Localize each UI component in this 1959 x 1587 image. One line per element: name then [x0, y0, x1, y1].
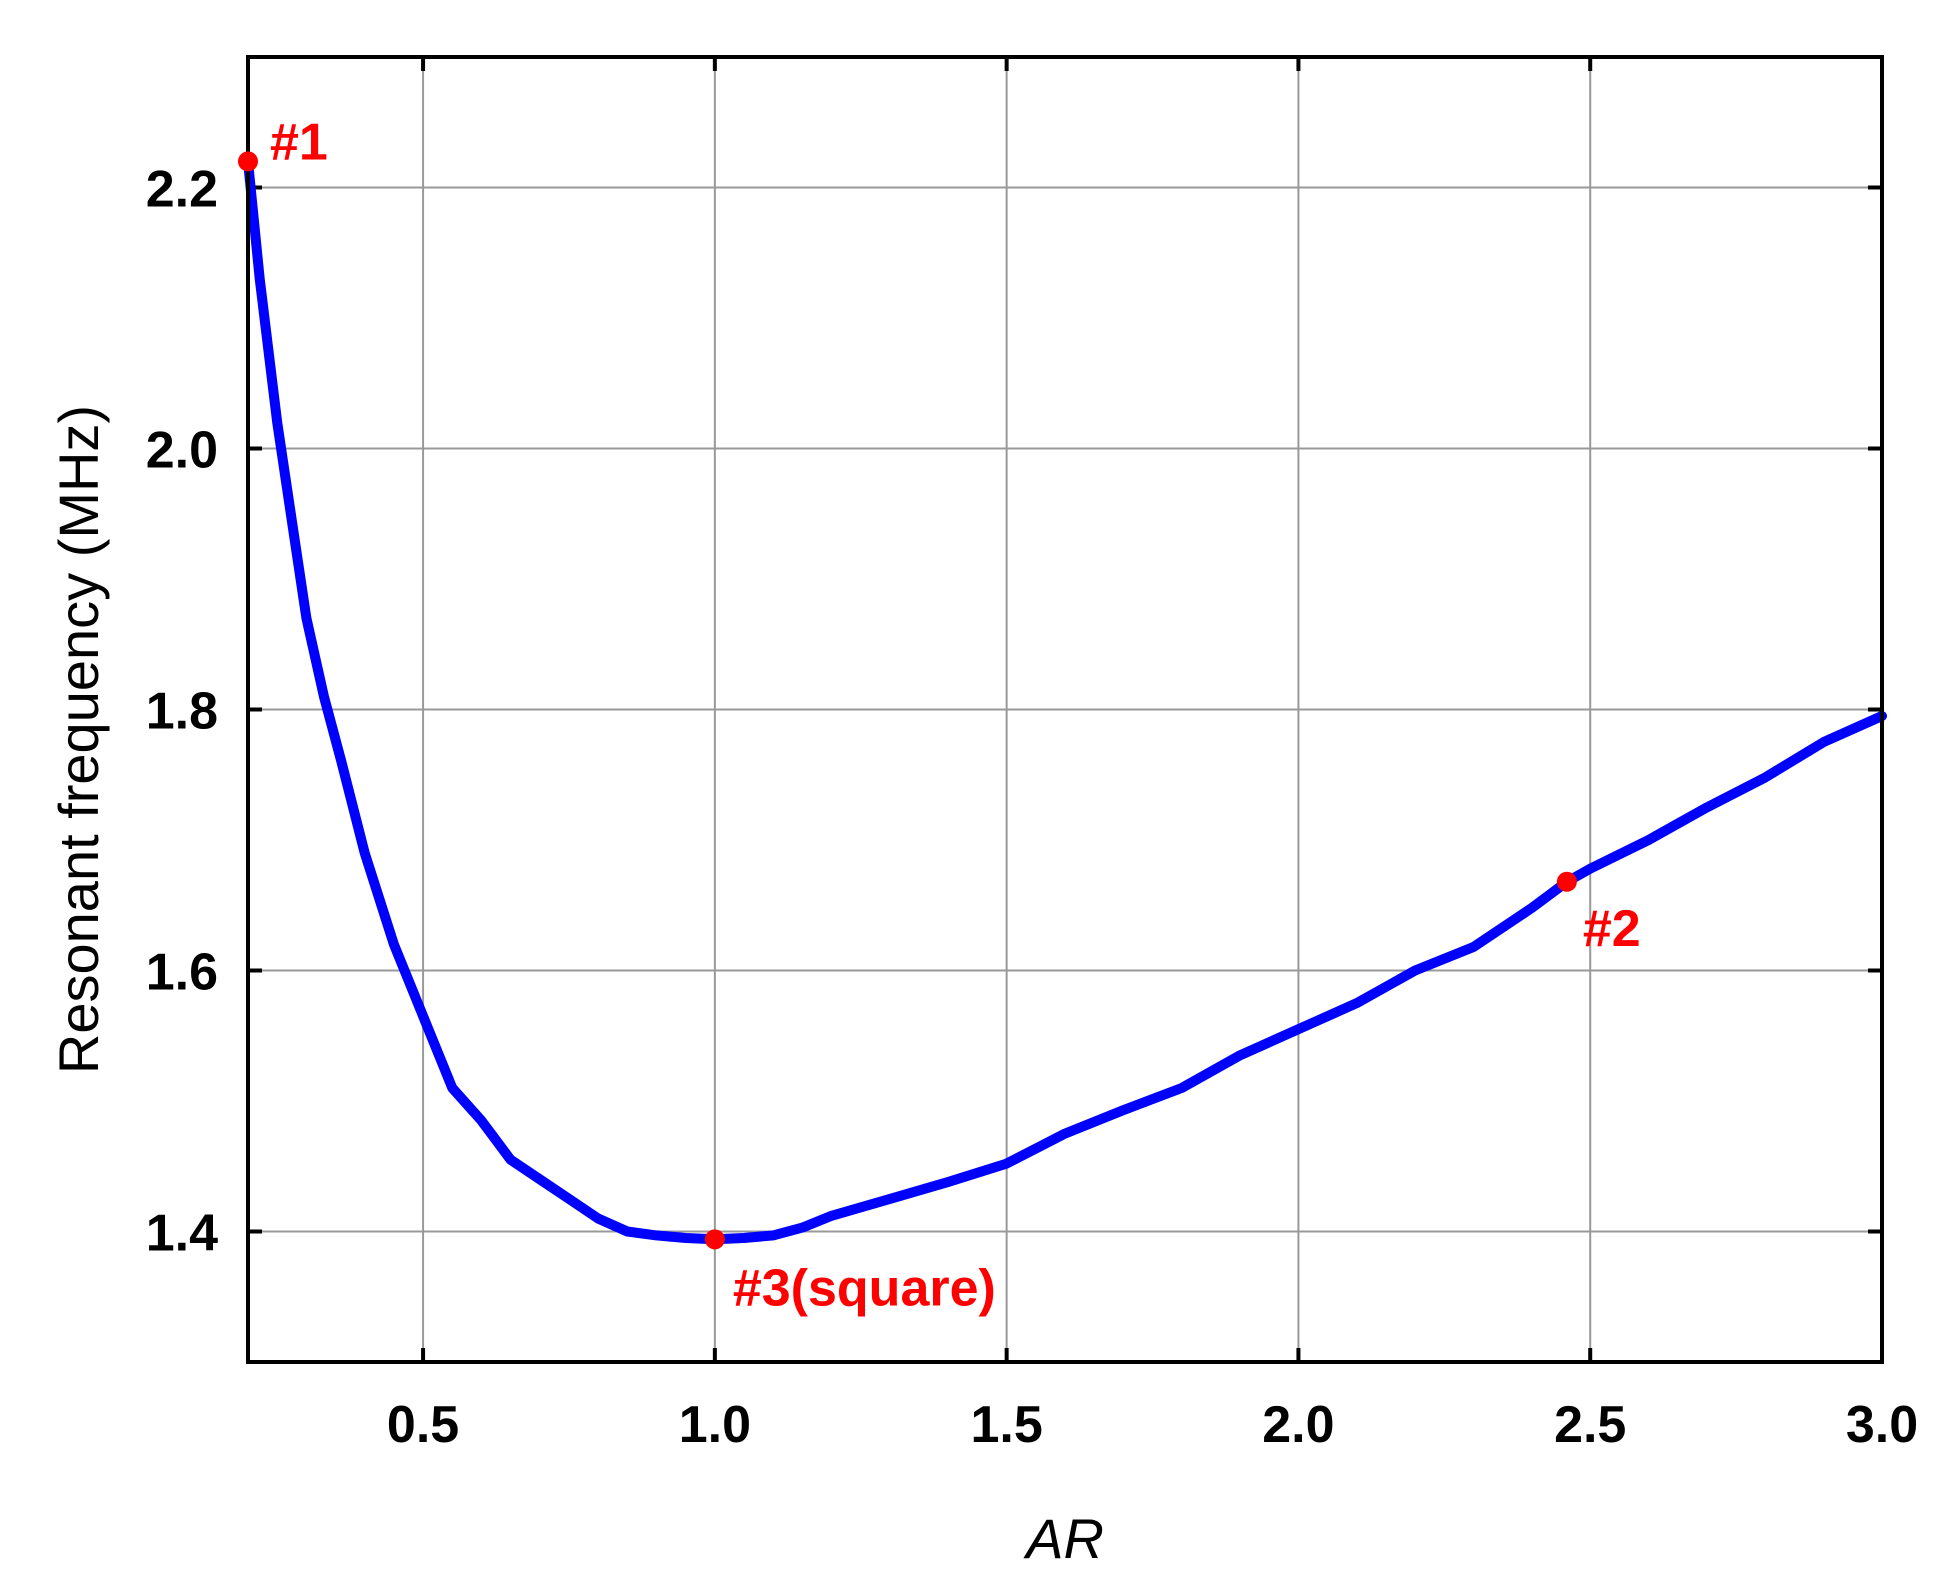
marker-label: #1: [270, 113, 328, 171]
y-tick-label: 2.2: [146, 161, 218, 219]
y-tick-label: 1.6: [146, 944, 218, 1002]
x-tick-label: 3.0: [1846, 1396, 1918, 1454]
marker-label: #3(square): [733, 1259, 996, 1317]
x-tick-label: 0.5: [387, 1396, 459, 1454]
marker-point: [238, 151, 258, 172]
marker-point: [1556, 871, 1577, 892]
x-tick-label: 2.5: [1554, 1396, 1626, 1454]
series-line: [243, 156, 1887, 1245]
y-tick-label: 2.0: [146, 422, 218, 480]
x-tick-label: 2.0: [1262, 1396, 1334, 1454]
grid-lines: [248, 57, 1882, 1362]
tick-labels: 0.5 1.0 1.5 2.0 2.5 3.0 1.4 1.6 1.8 2.0 2.2: [146, 161, 1918, 1455]
x-tick-label: 1.0: [679, 1396, 751, 1454]
plot-frame: [246, 55, 1884, 1364]
markers: #1 #2 #3(square): [238, 113, 1641, 1317]
marker-label: #2: [1583, 900, 1641, 958]
x-tick-label: 1.5: [970, 1396, 1042, 1454]
y-tick-label: 1.4: [146, 1205, 218, 1263]
x-axis-title: AR: [1023, 1507, 1104, 1570]
y-axis-title: Resonant frequency (MHz): [47, 405, 110, 1074]
marker-point: [704, 1229, 725, 1250]
series-layer: [243, 156, 1887, 1245]
y-tick-label: 1.8: [146, 683, 218, 741]
